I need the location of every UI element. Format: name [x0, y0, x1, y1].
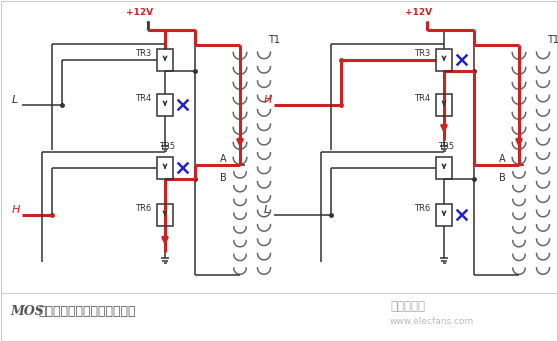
Text: L: L	[12, 95, 18, 105]
Text: A: A	[220, 154, 227, 164]
Text: TR6: TR6	[414, 204, 430, 213]
Bar	[436, 204, 452, 226]
Text: B: B	[499, 173, 506, 183]
Text: B: B	[220, 173, 227, 183]
Text: TR3: TR3	[135, 49, 151, 58]
Bar	[157, 94, 173, 116]
Text: +12V: +12V	[406, 8, 432, 17]
Bar	[157, 204, 173, 226]
Text: H: H	[12, 205, 21, 215]
Bar	[157, 157, 173, 179]
Text: TR4: TR4	[135, 94, 151, 103]
Text: 场效应管电路部分的工作过程: 场效应管电路部分的工作过程	[38, 305, 136, 318]
Text: 电子发烧友: 电子发烧友	[390, 300, 425, 313]
Text: T1: T1	[547, 35, 558, 45]
Text: TR3: TR3	[414, 49, 430, 58]
Text: TR4: TR4	[414, 94, 430, 103]
Text: +12V: +12V	[127, 8, 153, 17]
Text: H: H	[264, 95, 272, 105]
Bar	[436, 157, 452, 179]
Text: A: A	[499, 154, 506, 164]
Text: www.elecfans.com: www.elecfans.com	[390, 317, 474, 326]
Text: L: L	[264, 205, 270, 215]
Bar	[436, 49, 452, 71]
Text: TR5: TR5	[159, 142, 175, 151]
Text: MOS: MOS	[10, 305, 44, 318]
Bar	[436, 94, 452, 116]
Text: TR5: TR5	[438, 142, 454, 151]
Text: T1: T1	[268, 35, 280, 45]
Bar	[157, 49, 173, 71]
Text: TR6: TR6	[135, 204, 151, 213]
